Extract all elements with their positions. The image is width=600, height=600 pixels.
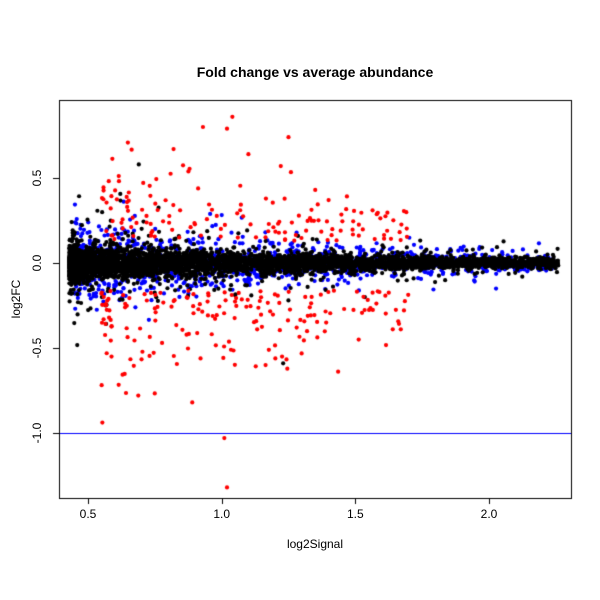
y-axis-label: log2FC — [9, 279, 23, 319]
x-tick-label: 1.5 — [346, 507, 364, 521]
x-tick-label: 2.0 — [480, 507, 498, 521]
chart-title: Fold change vs average abundance — [196, 64, 434, 80]
x-tick-label: 1.0 — [213, 507, 230, 521]
y-tick-label: -0.5 — [30, 337, 44, 359]
x-tick-label: 0.5 — [79, 507, 97, 521]
y-tick-label: 0.5 — [30, 169, 44, 187]
y-tick-label: 0.0 — [30, 254, 44, 272]
x-axis-label: log2Signal — [286, 537, 344, 551]
y-tick-label: -1.0 — [30, 422, 44, 444]
